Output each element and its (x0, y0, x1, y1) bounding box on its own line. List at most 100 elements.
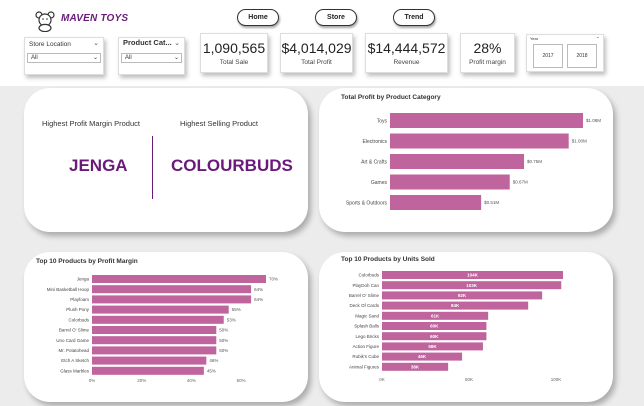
home-button[interactable]: Home (237, 9, 279, 26)
data-label: 55% (232, 307, 241, 312)
units-sold-products-card: Top 10 Products by Units Sold Colorbuds 1… (319, 252, 613, 402)
bar[interactable] (92, 326, 217, 334)
data-label: 50% (219, 328, 228, 333)
bar[interactable] (92, 356, 207, 365)
bar[interactable] (92, 346, 217, 355)
product-category-dropdown[interactable]: All ⌄ (121, 53, 182, 63)
revenue-caption: Revenue (393, 59, 420, 66)
category-label: Electronics (363, 139, 388, 145)
x-tick-label: 20% (137, 378, 146, 383)
bar[interactable] (92, 285, 252, 294)
category-label: Etch A Sketch (61, 358, 89, 363)
chart-title: Total Profit by Product Category (341, 94, 441, 101)
category-label: Magic Sand (355, 313, 379, 318)
category-label: Rubik's Cube (352, 354, 379, 359)
top-bar: MAVEN TOYS Home Store Trend Store Locati… (0, 0, 644, 86)
bar[interactable] (382, 332, 487, 341)
chart-title: Top 10 Products by Units Sold (341, 256, 435, 263)
category-label: Lego Bricks (355, 334, 379, 339)
brand-name: MAVEN TOYS (61, 13, 129, 24)
data-label: $0.75M (527, 159, 542, 164)
data-label: 104K (467, 273, 479, 278)
bar[interactable] (92, 305, 229, 314)
category-label: Glass Marbles (60, 368, 90, 373)
profit-margin-card: 28% Profit margin (460, 33, 515, 73)
data-label: 64% (254, 297, 263, 302)
data-label: 103K (466, 283, 478, 288)
bar[interactable] (92, 275, 266, 283)
x-tick-label: 0% (89, 378, 96, 383)
store-location-label: Store Location (29, 41, 71, 48)
year-slicer[interactable]: Year ⌄ 2017 2018 (526, 34, 604, 72)
category-label: Playfoam (70, 297, 89, 302)
total-profit-caption: Total Profit (301, 59, 332, 66)
profit-margin-products-chart: Jenga 70% Mini Basketball Hoop 64% Playfoam 6… (47, 275, 278, 383)
bar[interactable] (390, 113, 583, 128)
bar[interactable] (382, 342, 483, 351)
bar[interactable] (92, 315, 224, 324)
bar[interactable] (382, 281, 562, 290)
bar[interactable] (382, 271, 563, 279)
category-label: Mini Basketball Hoop (47, 287, 90, 292)
product-category-label: Product Cat... (123, 38, 172, 47)
store-location-slicer[interactable]: Store Location ⌄ All ⌄ (24, 37, 104, 75)
category-label: Uno Card Game (56, 338, 89, 343)
chevron-down-icon[interactable]: ⌄ (595, 34, 600, 40)
year-2017-button[interactable]: 2017 (533, 44, 563, 68)
chevron-down-icon[interactable]: ⌄ (174, 40, 180, 47)
category-label: Barrel O' Slime (349, 293, 380, 298)
data-label: $1.08M (586, 118, 601, 123)
data-label: 46K (418, 354, 427, 359)
category-label: Animal Figures (349, 364, 380, 369)
bar[interactable] (382, 291, 543, 300)
category-label: Action Figure (352, 344, 379, 349)
teddy-bear-logo-icon (35, 11, 55, 32)
data-label: $0.51M (484, 200, 499, 205)
bar[interactable] (92, 336, 217, 345)
chevron-down-icon: ⌄ (92, 55, 98, 61)
store-location-dropdown[interactable]: All ⌄ (27, 53, 101, 63)
year-2018-button[interactable]: 2018 (567, 44, 597, 68)
product-category-slicer[interactable]: Product Cat... ⌄ All ⌄ (118, 37, 185, 75)
bar[interactable] (390, 174, 510, 190)
data-label: 60K (430, 334, 439, 339)
store-button[interactable]: Store (315, 9, 357, 26)
bar[interactable] (382, 322, 487, 330)
data-label: 70% (269, 277, 278, 282)
bar[interactable] (382, 362, 449, 371)
category-label: Deck Of Cards (349, 303, 379, 308)
revenue-card: $14,444,572 Revenue (365, 33, 448, 73)
profit-by-category-card: Total Profit by Product Category Toys $1.… (319, 88, 613, 232)
total-profit-card: $4,014,029 Total Profit (280, 33, 353, 73)
store-location-value: All (31, 55, 38, 61)
chevron-down-icon[interactable]: ⌄ (93, 40, 99, 47)
total-profit-value: $4,014,029 (281, 40, 352, 56)
bar[interactable] (382, 352, 463, 361)
bar[interactable] (390, 154, 525, 169)
data-label: 84K (451, 303, 460, 308)
chart-title: Top 10 Products by Profit Margin (36, 258, 138, 265)
data-label: 64% (254, 287, 263, 292)
profit-margin-value: 28% (473, 40, 502, 56)
profit-margin-products-card: Top 10 Products by Profit Margin Jenga 70… (24, 252, 308, 402)
bar[interactable] (382, 301, 529, 310)
category-label: Games (371, 180, 388, 186)
x-tick-label: 0K (379, 377, 385, 382)
bar[interactable] (92, 366, 204, 375)
profit-by-category-chart: Toys $1.08M Electronics $1.00M Art & Crafts $… (346, 113, 601, 210)
highest-margin-value: JENGA (69, 156, 128, 175)
bar[interactable] (92, 295, 252, 304)
bar[interactable] (390, 133, 569, 149)
bar[interactable] (390, 195, 482, 210)
data-label: 60K (430, 324, 439, 329)
year-label: Year (530, 36, 539, 41)
category-label: Jenga (77, 277, 90, 282)
total-sale-caption: Total Sale (219, 59, 249, 66)
total-sale-card: 1,090,565 Total Sale (200, 33, 268, 73)
revenue-value: $14,444,572 (367, 40, 446, 56)
x-tick-label: 60% (237, 378, 246, 383)
data-label: 45% (207, 368, 216, 373)
data-label: 50% (219, 338, 228, 343)
trend-button[interactable]: Trend (393, 9, 435, 26)
bar[interactable] (382, 311, 489, 320)
